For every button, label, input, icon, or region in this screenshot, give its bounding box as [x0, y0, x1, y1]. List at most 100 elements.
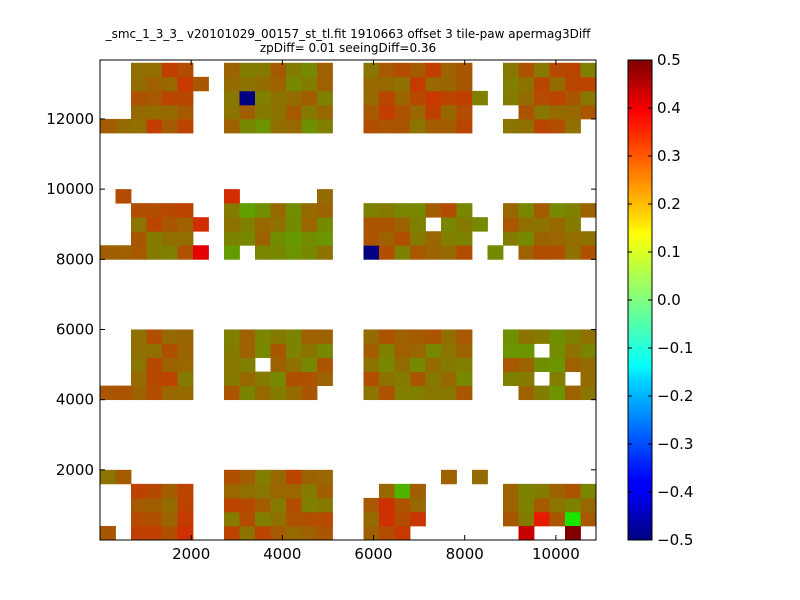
heatmap-cell: [565, 357, 581, 372]
heatmap-cell: [379, 104, 395, 120]
heatmap-cell: [162, 76, 178, 92]
heatmap-cell: [239, 469, 256, 485]
heatmap-cell: [487, 245, 504, 260]
heatmap-cell: [131, 217, 147, 232]
heatmap-cell: [286, 245, 302, 260]
heatmap-cell: [270, 104, 287, 120]
heatmap-cell: [379, 118, 395, 134]
colorbar-tick-label: 0.3: [657, 147, 681, 165]
y-tick-label: 6000: [56, 320, 94, 338]
heatmap-cell: [317, 189, 333, 204]
heatmap-cell: [580, 357, 597, 372]
heatmap-cell: [255, 329, 271, 344]
colorbar-tick-label: −0.5: [657, 531, 693, 549]
heatmap-cell: [270, 90, 287, 106]
heatmap-cell: [270, 62, 287, 78]
heatmap-cell: [534, 90, 550, 106]
chart-title-line1: _smc_1_3_3_ v20101029_00157_st_tl.fit 19…: [105, 27, 592, 41]
heatmap-cell: [317, 371, 333, 387]
heatmap-cell: [534, 217, 550, 232]
heatmap-cell: [255, 371, 271, 387]
heatmap-cell: [565, 483, 581, 499]
heatmap-cell: [255, 385, 271, 401]
heatmap-cell: [270, 511, 287, 527]
heatmap-cell: [177, 525, 194, 541]
heatmap-cell: [177, 203, 194, 218]
heatmap-cell: [518, 525, 535, 541]
heatmap-cell: [518, 329, 535, 344]
heatmap-cell: [162, 483, 178, 499]
heatmap-cell: [239, 525, 256, 541]
heatmap-cell: [177, 217, 194, 232]
heatmap-cell: [131, 385, 147, 401]
heatmap-cell: [363, 76, 380, 92]
heatmap-cell: [456, 118, 473, 134]
colorbar-tick-label: −0.3: [657, 435, 693, 453]
heatmap-cell: [131, 76, 147, 92]
heatmap-cell: [286, 203, 302, 218]
heatmap-cell: [379, 497, 395, 513]
heatmap-cell: [580, 62, 597, 78]
heatmap-cell: [456, 245, 473, 260]
heatmap-cell: [255, 511, 271, 527]
heatmap-cell: [115, 469, 132, 485]
heatmap-cell: [410, 497, 426, 513]
heatmap-cell: [425, 385, 442, 401]
heatmap-cell: [565, 245, 581, 260]
heatmap-cell: [503, 497, 519, 513]
heatmap-cell: [363, 90, 380, 106]
heatmap-cell: [286, 371, 302, 387]
heatmap-cell: [518, 343, 535, 358]
heatmap-cell: [224, 329, 240, 344]
heatmap-cell: [456, 371, 473, 387]
heatmap-cell: [580, 497, 597, 513]
heatmap-cell: [270, 203, 287, 218]
x-axis: 2000 4000 6000 8000 10000: [172, 60, 580, 563]
heatmap-cell: [146, 62, 163, 78]
heatmap-cell: [317, 343, 333, 358]
heatmap-cell: [317, 217, 333, 232]
plot-frame: [99, 59, 597, 541]
heatmap-cell: [270, 231, 287, 246]
heatmap-cell: [503, 371, 519, 387]
heatmap-cell: [534, 203, 550, 218]
heatmap-cell: [317, 497, 333, 513]
heatmap-cell: [441, 371, 457, 387]
heatmap-cell: [255, 76, 271, 92]
heatmap-cell: [301, 469, 318, 485]
heatmap-cell: [162, 357, 178, 372]
heatmap-cell: [456, 231, 473, 246]
heatmap-cell: [224, 525, 240, 541]
heatmap-cell: [146, 104, 163, 120]
heatmap-cell: [131, 371, 147, 387]
heatmap-cell: [162, 525, 178, 541]
y-tick-label: 4000: [56, 391, 94, 409]
heatmap-cell: [131, 62, 147, 78]
heatmap-cell: [410, 511, 426, 527]
heatmap-cell: [534, 62, 550, 78]
heatmap-cell: [317, 511, 333, 527]
heatmap-cell: [441, 62, 457, 78]
heatmap-cell: [239, 90, 256, 106]
heatmap-cell: [146, 329, 163, 344]
heatmap-cell: [286, 483, 302, 499]
heatmap-cell: [580, 511, 597, 527]
heatmap-cell: [239, 497, 256, 513]
heatmap-cell: [301, 483, 318, 499]
heatmap-cell: [425, 104, 442, 120]
heatmap-cell: [394, 357, 411, 372]
heatmap-cell: [131, 118, 147, 134]
heatmap-cell: [379, 231, 395, 246]
heatmap-cell: [518, 371, 535, 387]
heatmap-cell: [503, 231, 519, 246]
heatmap-cell: [286, 329, 302, 344]
heatmap-cell: [472, 469, 488, 485]
heatmap-cell: [379, 90, 395, 106]
heatmap-cell: [503, 217, 519, 232]
heatmap-cell: [177, 357, 194, 372]
heatmap-cell: [518, 497, 535, 513]
heatmap-cell: [549, 329, 566, 344]
heatmap-cell: [146, 357, 163, 372]
heatmap-cell: [255, 343, 271, 358]
heatmap-cell: [286, 62, 302, 78]
